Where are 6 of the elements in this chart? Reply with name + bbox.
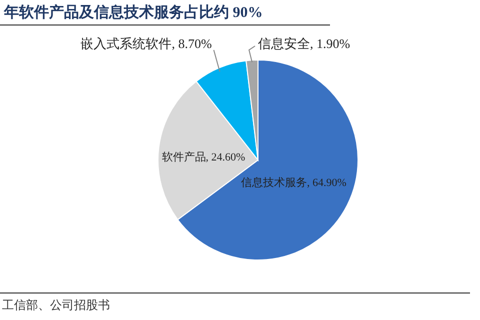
slice-label: 信息安全, 1.90% <box>258 36 350 51</box>
chart-title: 年软件产品及信息技术服务占比约 90% <box>3 4 263 21</box>
slice-label: 嵌入式系统软件, 8.70% <box>80 36 212 51</box>
slice-label: 软件产品, 24.60% <box>162 150 246 164</box>
text: 工信部、公司招股书 <box>2 298 110 312</box>
slice-label: 信息技术服务, 64.90% <box>241 176 346 189</box>
